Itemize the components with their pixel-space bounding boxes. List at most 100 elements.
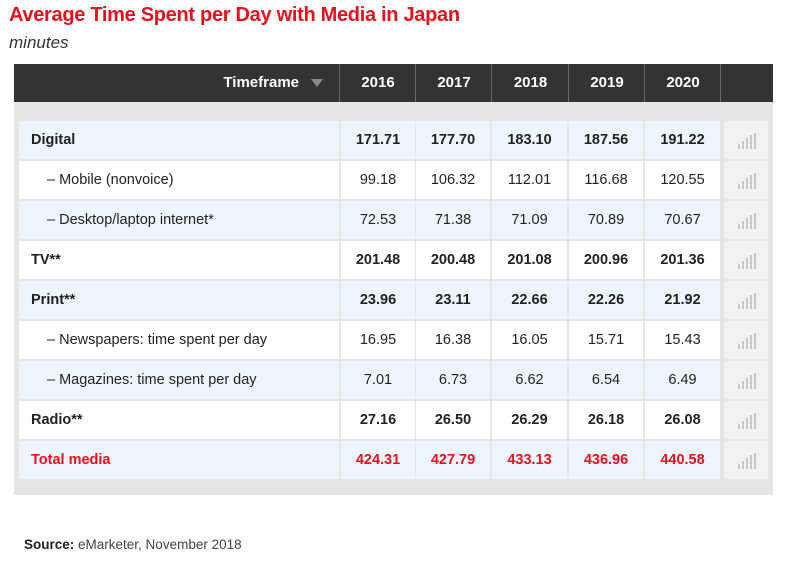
bar-chart-icon-bar [738, 264, 740, 269]
value-cell-2017: 427.79 [416, 441, 490, 479]
source-note: Source: eMarketer, November 2018 [24, 537, 242, 552]
value-cell-2016: 7.01 [341, 361, 415, 399]
bar-chart-icon-bar [750, 175, 752, 189]
bar-chart-icon[interactable] [724, 441, 768, 479]
row-label: – Desktop/laptop internet* [19, 201, 339, 239]
value-cell-2017: 106.32 [416, 161, 490, 199]
bar-chart-icon[interactable] [724, 321, 768, 359]
bar-chart-icon-bar [754, 213, 756, 229]
row-label: – Newspapers: time spent per day [19, 321, 339, 359]
bar-chart-icon-bar [746, 218, 748, 229]
value-cell-2019: 70.89 [569, 201, 643, 239]
value-cell-2020: 6.49 [645, 361, 720, 399]
bar-chart-icon-bar [746, 418, 748, 429]
value-cell-2018: 433.13 [492, 441, 567, 479]
value-cell-2016: 99.18 [341, 161, 415, 199]
value-cell-2016: 27.16 [341, 401, 415, 439]
bar-chart-icon[interactable] [724, 361, 768, 399]
bar-chart-icon-bar [742, 181, 744, 189]
row-label: – Magazines: time spent per day [19, 361, 339, 399]
value-cell-2018: 71.09 [492, 201, 567, 239]
timeframe-label: Timeframe [223, 74, 299, 91]
data-table: Timeframe 2016 2017 2018 2019 2020 Digital 17… [14, 64, 773, 495]
year-header-2020[interactable]: 2020 [644, 64, 721, 102]
value-cell-2019: 22.26 [569, 281, 643, 319]
row-label: Radio** [19, 401, 339, 439]
header-icon-column [720, 64, 774, 102]
value-cell-2020: 191.22 [645, 121, 720, 159]
value-cell-2017: 177.70 [416, 121, 490, 159]
row-label: Total media [19, 441, 339, 479]
value-cell-2016: 72.53 [341, 201, 415, 239]
year-header-2019[interactable]: 2019 [568, 64, 645, 102]
bar-chart-icon-bar [754, 173, 756, 189]
chart-subtitle: minutes [9, 33, 69, 52]
value-cell-2019: 200.96 [569, 241, 643, 279]
value-cell-2017: 26.50 [416, 401, 490, 439]
year-header-2017[interactable]: 2017 [415, 64, 492, 102]
value-cell-2019: 187.56 [569, 121, 643, 159]
bar-chart-icon-bar [750, 375, 752, 389]
bar-chart-icon-bar [746, 298, 748, 309]
bar-chart-icon[interactable] [724, 401, 768, 439]
bar-chart-icon[interactable] [724, 241, 768, 279]
bar-chart-icon[interactable] [724, 121, 768, 159]
table-header: Timeframe 2016 2017 2018 2019 2020 [14, 64, 773, 102]
bar-chart-icon-bar [746, 338, 748, 349]
row-label: Digital [19, 121, 339, 159]
bar-chart-icon-bar [742, 421, 744, 429]
bar-chart-icon-bar [754, 373, 756, 389]
bar-chart-icon-bar [742, 261, 744, 269]
bar-chart-icon-bar [742, 221, 744, 229]
value-cell-2020: 15.43 [645, 321, 720, 359]
bar-chart-icon-bar [754, 333, 756, 349]
bar-chart-icon[interactable] [724, 281, 768, 319]
bar-chart-icon-bar [742, 341, 744, 349]
value-cell-2019: 26.18 [569, 401, 643, 439]
bar-chart-icon-bar [738, 424, 740, 429]
value-cell-2016: 16.95 [341, 321, 415, 359]
value-cell-2017: 71.38 [416, 201, 490, 239]
value-cell-2016: 424.31 [341, 441, 415, 479]
value-cell-2020: 21.92 [645, 281, 720, 319]
value-cell-2019: 6.54 [569, 361, 643, 399]
source-text: eMarketer, November 2018 [78, 537, 242, 552]
bar-chart-icon-bar [750, 335, 752, 349]
bar-chart-icon-bar [738, 304, 740, 309]
bar-chart-icon-bar [750, 295, 752, 309]
year-header-2018[interactable]: 2018 [491, 64, 569, 102]
value-cell-2018: 22.66 [492, 281, 567, 319]
value-cell-2016: 201.48 [341, 241, 415, 279]
bar-chart-icon-bar [754, 453, 756, 469]
value-cell-2020: 440.58 [645, 441, 720, 479]
bar-chart-icon[interactable] [724, 161, 768, 199]
bar-chart-icon-bar [754, 133, 756, 149]
row-label: Print** [19, 281, 339, 319]
bar-chart-icon-bar [750, 455, 752, 469]
bar-chart-icon-bar [750, 135, 752, 149]
bar-chart-icon-bar [746, 178, 748, 189]
value-cell-2018: 112.01 [492, 161, 567, 199]
bar-chart-icon-bar [742, 141, 744, 149]
bar-chart-icon-bar [746, 378, 748, 389]
value-cell-2018: 201.08 [492, 241, 567, 279]
value-cell-2020: 120.55 [645, 161, 720, 199]
sort-down-icon[interactable] [311, 79, 323, 88]
bar-chart-icon-bar [738, 464, 740, 469]
bar-chart-icon-bar [738, 144, 740, 149]
year-header-2016[interactable]: 2016 [339, 64, 416, 102]
bar-chart-icon-bar [742, 461, 744, 469]
value-cell-2018: 26.29 [492, 401, 567, 439]
value-cell-2019: 436.96 [569, 441, 643, 479]
value-cell-2020: 26.08 [645, 401, 720, 439]
value-cell-2017: 6.73 [416, 361, 490, 399]
bar-chart-icon-bar [750, 215, 752, 229]
chart-title: Average Time Spent per Day with Media in… [9, 4, 460, 26]
source-label: Source: [24, 537, 75, 552]
value-cell-2016: 171.71 [341, 121, 415, 159]
row-label: – Mobile (nonvoice) [19, 161, 339, 199]
bar-chart-icon-bar [754, 413, 756, 429]
value-cell-2020: 201.36 [645, 241, 720, 279]
bar-chart-icon[interactable] [724, 201, 768, 239]
timeframe-header[interactable]: Timeframe [14, 64, 339, 102]
